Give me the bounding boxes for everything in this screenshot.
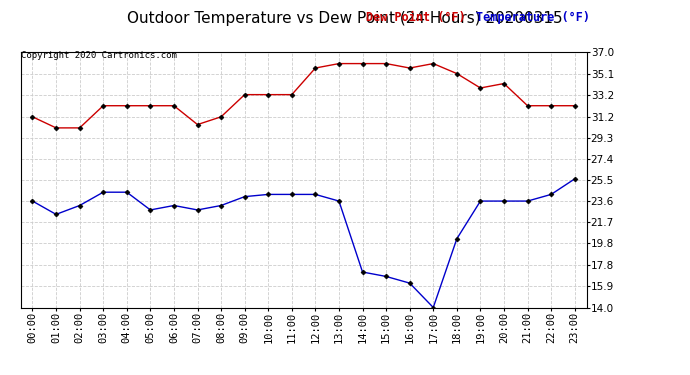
Text: Outdoor Temperature vs Dew Point (24 Hours) 20200315: Outdoor Temperature vs Dew Point (24 Hou… xyxy=(127,11,563,26)
Text: Temperature (°F): Temperature (°F) xyxy=(476,11,590,24)
Text: Copyright 2020 Cartronics.com: Copyright 2020 Cartronics.com xyxy=(21,51,177,60)
Text: Dew Point (°F): Dew Point (°F) xyxy=(366,11,466,24)
